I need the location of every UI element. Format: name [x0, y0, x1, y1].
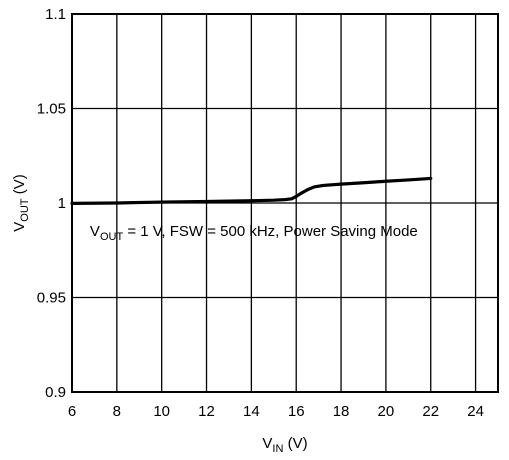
- annotation-prefix: V: [90, 223, 100, 240]
- y-axis-label-main: V: [11, 222, 28, 232]
- x-tick-label: 16: [288, 403, 305, 420]
- x-tick-label: 14: [243, 403, 260, 420]
- annotation-rest: = 1 V, FSW = 500 kHz, Power Saving Mode: [123, 223, 418, 240]
- x-axis-label-main: V: [262, 435, 272, 452]
- plot-frame: [71, 13, 499, 393]
- x-tick-label: 24: [467, 403, 484, 420]
- y-tick-label: 1: [58, 195, 66, 212]
- y-axis-label-subscript: OUT: [19, 198, 31, 222]
- x-tick-label: 20: [378, 403, 395, 420]
- x-tick-label: 12: [198, 403, 215, 420]
- y-tick-label: 0.9: [45, 384, 66, 401]
- x-tick-label: 22: [422, 403, 439, 420]
- x-tick-label: 8: [113, 403, 121, 420]
- series-line: [70, 176, 433, 205]
- y-tick-label: 1.05: [37, 101, 66, 118]
- y-axis-label: VOUT (V): [11, 174, 31, 231]
- x-axis-label: VIN (V): [262, 435, 307, 455]
- y-axis-label-unit: (V): [11, 174, 28, 198]
- x-tick-label: 18: [333, 403, 350, 420]
- series-layer: [70, 176, 433, 205]
- x-tick-label: 6: [68, 403, 76, 420]
- x-tick-label: 10: [153, 403, 170, 420]
- tick-labels: 6 8 10 12 14 16 18 20 22 24 0.9 0.95 1 1.05 1.1: [37, 6, 484, 420]
- y-tick-label: 0.95: [37, 290, 66, 307]
- annotation-text: VOUT = 1 V, FSW = 500 kHz, Power Saving …: [90, 223, 418, 243]
- y-tick-label: 1.1: [45, 6, 66, 23]
- x-axis-label-subscript: IN: [272, 443, 283, 455]
- x-axis-label-unit: (V): [283, 435, 307, 452]
- annotation-subscript: OUT: [100, 231, 124, 243]
